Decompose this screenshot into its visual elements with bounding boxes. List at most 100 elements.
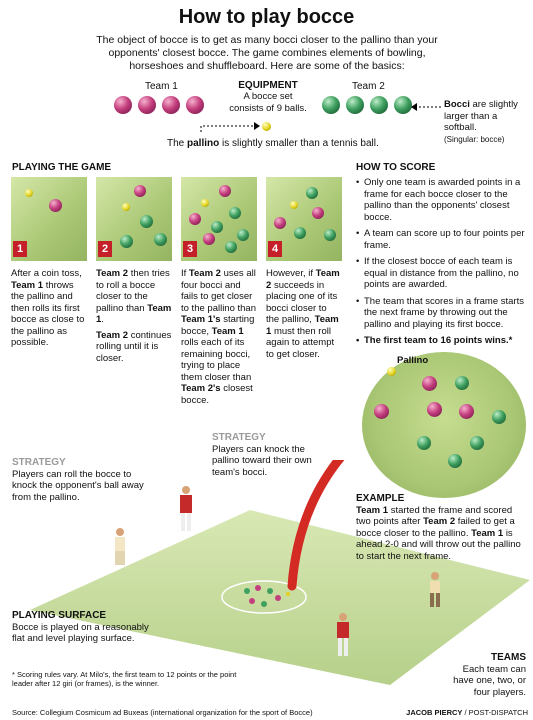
example-team: Team 2 — [423, 516, 456, 527]
page-title: How to play bocce — [178, 6, 355, 28]
score-rule: The team that scores in a frame starts t… — [356, 296, 526, 331]
team2-bocce — [294, 227, 306, 239]
player-figure — [180, 486, 192, 531]
team2-bocce — [346, 96, 364, 114]
pallino-ball — [290, 201, 298, 209]
step-text: If — [181, 268, 187, 279]
team1-bocce — [275, 595, 281, 601]
player-figure — [337, 613, 349, 656]
step-text: rolls each of its remaining bocci, tryin… — [181, 337, 252, 383]
step-text: then tries to roll a bocce closer to the… — [96, 268, 170, 314]
team2-bocce — [455, 376, 469, 390]
strategy-text: Players can knock the pallino toward the… — [212, 443, 312, 478]
example-heading: EXAMPLE — [356, 493, 405, 504]
step-text: starting bocce, — [181, 314, 255, 337]
equipment-heading: EQUIPMENT — [238, 80, 298, 91]
step-panel-1: 1 — [11, 177, 87, 261]
credit-line: JACOB PIERCY / POST-DISPATCH — [400, 708, 528, 717]
step-text: However, if — [266, 268, 313, 279]
team2-label: Team 2 — [352, 81, 385, 92]
step-team: Team 2 — [266, 268, 340, 291]
step-text: After a coin toss, — [11, 268, 82, 279]
step-text-1: After a coin toss, Team 1 throws the pal… — [11, 268, 87, 349]
pallino-ball — [387, 367, 396, 376]
step-team: Team 1 — [266, 314, 339, 337]
team2-bocce — [154, 233, 167, 246]
step-number: 1 — [13, 241, 27, 257]
pallino-bold: pallino — [187, 138, 220, 149]
team2-bocce — [394, 96, 412, 114]
player-figure — [115, 528, 125, 565]
target-zone — [221, 580, 307, 614]
step-team: Team 2 — [96, 268, 129, 279]
step-text: uses all four bocci and fails to get clo… — [181, 268, 257, 314]
team2-bocce — [211, 221, 223, 233]
team2-bocce — [324, 229, 336, 241]
step-number: 3 — [183, 241, 197, 257]
step-text: . — [101, 314, 104, 325]
team2-bocce — [140, 215, 153, 228]
team1-bocce — [427, 402, 442, 417]
team2-bocce — [244, 588, 250, 594]
step-number: 4 — [268, 241, 282, 257]
step-text: succeeds in placing one of its bocci clo… — [266, 279, 338, 326]
bocci-bold: Bocci — [444, 99, 470, 110]
bocci-text: are slightly larger than a softball. — [444, 99, 518, 133]
step-number: 2 — [98, 241, 112, 257]
team2-bocce — [267, 588, 273, 594]
player-figure — [430, 572, 440, 607]
step-text: must then roll again to attempt to get c… — [266, 325, 335, 360]
step-team: Team 2 — [188, 268, 221, 279]
bocci-arrow — [411, 103, 441, 111]
teams-block: TEAMS Each team can have one, two, or fo… — [446, 652, 526, 698]
pallino-ball — [25, 189, 33, 197]
pallino-ball — [286, 592, 290, 596]
example-block: EXAMPLE Team 1 started the frame and sco… — [356, 493, 528, 562]
team2-bocce — [261, 601, 267, 607]
pallino-ball — [122, 203, 130, 211]
surface-text: Bocce is played on a reasonably flat and… — [12, 621, 149, 645]
zoom-arrow — [287, 460, 345, 591]
team2-bocce — [306, 187, 318, 199]
surface-block: PLAYING SURFACE Bocce is played on a rea… — [12, 610, 152, 645]
team2-bocce — [370, 96, 388, 114]
team2-bocce — [448, 454, 462, 468]
step-text: continues rolling until it is closer. — [96, 329, 172, 364]
step-team: Team 1's — [181, 314, 221, 325]
pallino-ball — [262, 122, 271, 131]
teams-text: Each team can have one, two, or four pla… — [453, 663, 526, 698]
strategy-1: STRATEGY Players can roll the bocce to k… — [12, 457, 152, 503]
credit-author: JACOB PIERCY — [406, 708, 463, 717]
example-span: failed to get a bocce closer to the pall… — [356, 516, 515, 539]
strategy-2: STRATEGY Players can knock the pallino t… — [212, 432, 322, 478]
team1-bocce — [189, 213, 201, 225]
equipment-text: A bocce set consists of 9 balls. — [229, 91, 307, 114]
team1-bocce — [312, 207, 324, 219]
team1-bocce — [134, 185, 146, 197]
team1-bocce — [114, 96, 132, 114]
team1-bocce — [255, 585, 261, 591]
step-text-4: However, if Team 2 succeeds in placing o… — [266, 268, 342, 360]
pallino-pre: The — [167, 138, 185, 149]
strategy-heading: STRATEGY — [212, 432, 266, 443]
team1-bocce — [249, 598, 255, 604]
step-panel-2: 2 — [96, 177, 172, 261]
step-team: Team 1 — [11, 279, 44, 291]
pallino-note: The pallino is slightly smaller than a t… — [167, 138, 379, 150]
step-text: closest bocce. — [181, 383, 253, 406]
team1-bocce — [49, 199, 62, 212]
strategy-text: Players can roll the bocce to knock the … — [12, 468, 144, 503]
team2-bocce — [237, 229, 249, 241]
team2-bocce — [229, 207, 241, 219]
team2-bocce — [120, 235, 133, 248]
example-span: is ahead 2-0 and will throw out the pall… — [356, 527, 521, 562]
example-closeup: Pallino — [362, 352, 526, 498]
pallino-label: Pallino — [397, 355, 429, 366]
strategy-heading: STRATEGY — [12, 457, 66, 468]
playing-heading: PLAYING THE GAME — [12, 162, 112, 173]
bocci-note: Bocci are slightly larger than a softbal… — [444, 99, 530, 145]
credit-outlet: / POST-DISPATCH — [462, 708, 529, 717]
team1-bocce — [138, 96, 156, 114]
team2-bocce — [225, 241, 237, 253]
team1-bocce — [422, 376, 437, 391]
